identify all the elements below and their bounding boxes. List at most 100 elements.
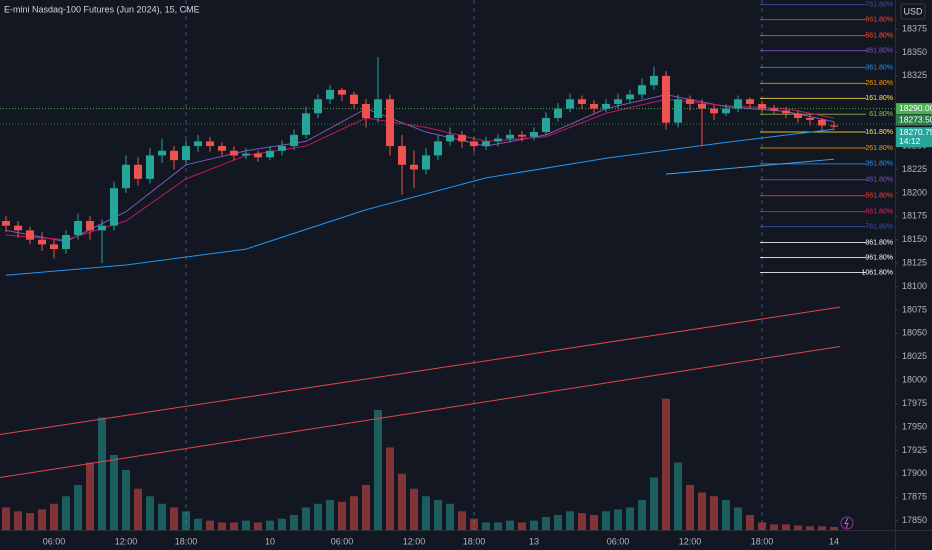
y-tick-label: 17900	[902, 468, 927, 478]
volume-bar	[206, 520, 214, 530]
candle-body	[626, 94, 634, 100]
y-tick-label: 18125	[902, 258, 927, 268]
y-tick-label: 18025	[902, 351, 927, 361]
candle-body	[818, 119, 826, 126]
candle-body	[458, 134, 466, 142]
candle-body	[410, 164, 418, 170]
candle-body	[62, 235, 70, 250]
candle-body	[674, 99, 682, 123]
y-tick-label: 18000	[902, 375, 927, 385]
y-tick-label: 17925	[902, 445, 927, 455]
moving-average	[5, 94, 835, 243]
candle-body	[722, 108, 730, 114]
candle-body	[554, 108, 562, 118]
candle-body	[110, 188, 118, 226]
y-tick-label: 18200	[902, 187, 927, 197]
candle-body	[326, 89, 334, 100]
candle-body	[2, 220, 10, 226]
volume-bar	[338, 501, 346, 530]
y-tick-label: 18075	[902, 304, 927, 314]
fib-label: 761.80%	[865, 2, 893, 9]
candle-body	[758, 103, 766, 109]
volume-bar	[278, 518, 286, 530]
moving-average	[5, 128, 835, 276]
volume-bar	[806, 526, 814, 530]
lightning-button[interactable]	[840, 516, 854, 530]
fib-label: 61.80%	[869, 111, 893, 118]
volume-bar	[134, 488, 142, 530]
candle-body	[770, 108, 778, 111]
volume-bar	[374, 410, 382, 530]
volume-bar	[674, 462, 682, 530]
candle-body	[218, 146, 226, 151]
currency[interactable]: USD	[903, 6, 923, 16]
volume-bar	[218, 522, 226, 530]
volume-bar	[542, 516, 550, 530]
volume-bar	[38, 509, 46, 530]
x-tick-label: 18:00	[463, 536, 486, 546]
candle-body	[470, 141, 478, 147]
fib-label: 361.80%	[865, 161, 893, 168]
volume-bar	[494, 522, 502, 530]
y-tick-label: 18175	[902, 211, 927, 221]
candle-body	[122, 164, 130, 189]
candle-body	[638, 85, 646, 95]
candle-body	[302, 113, 310, 135]
volume-bar	[746, 515, 754, 530]
y-tick-label: 18100	[902, 281, 927, 291]
fib-label: 461.80%	[865, 47, 893, 54]
volume-bar	[242, 520, 250, 530]
candle-body	[578, 99, 586, 104]
candle-body	[422, 155, 430, 170]
fib-label: 161.80%	[865, 129, 893, 136]
y-tick-label: 18050	[902, 328, 927, 338]
candle-body	[590, 103, 598, 109]
volume-bar	[626, 507, 634, 530]
candle-body	[434, 141, 442, 156]
x-tick-label: 12:00	[679, 536, 702, 546]
x-tick-label: 06:00	[43, 536, 66, 546]
volume-bar	[110, 455, 118, 530]
candle-body	[278, 146, 286, 151]
fib-label: 161.80%	[865, 95, 893, 102]
volume-bar	[566, 511, 574, 530]
volume-bar	[554, 515, 562, 530]
volume-bar	[830, 527, 838, 530]
candle-body	[194, 141, 202, 147]
volume-bar	[710, 496, 718, 530]
volume-bar	[518, 522, 526, 530]
fib-label: 861.80%	[865, 239, 893, 246]
volume-bar	[266, 520, 274, 530]
candle-body	[254, 153, 262, 158]
fib-label: 261.80%	[865, 145, 893, 152]
candle-body	[74, 220, 82, 236]
candle-body	[98, 225, 106, 231]
candle-body	[662, 75, 670, 123]
volume-bar	[638, 500, 646, 530]
price-tag	[896, 114, 932, 126]
currency-box[interactable]	[900, 3, 926, 20]
fib-label: 361.80%	[865, 64, 893, 71]
x-tick-label: 14	[829, 536, 839, 546]
candle-body	[374, 99, 382, 118]
volume-bar	[290, 515, 298, 530]
price-tag-label: 18290.00	[899, 103, 932, 113]
fib-label: 561.80%	[865, 193, 893, 200]
volume-bar	[122, 470, 130, 530]
moving-average	[5, 98, 835, 241]
x-tick-label: 10	[265, 536, 275, 546]
candle-body	[14, 225, 22, 231]
volume-bar	[722, 500, 730, 530]
volume-bar	[326, 500, 334, 530]
candle-body	[830, 125, 838, 127]
volume-bar	[686, 485, 694, 530]
volume-bar	[530, 520, 538, 530]
candle-body	[182, 146, 190, 161]
candle-body	[602, 103, 610, 109]
candle-body	[158, 150, 166, 156]
x-tick-label: 12:00	[403, 536, 426, 546]
volume-bar	[818, 526, 826, 530]
